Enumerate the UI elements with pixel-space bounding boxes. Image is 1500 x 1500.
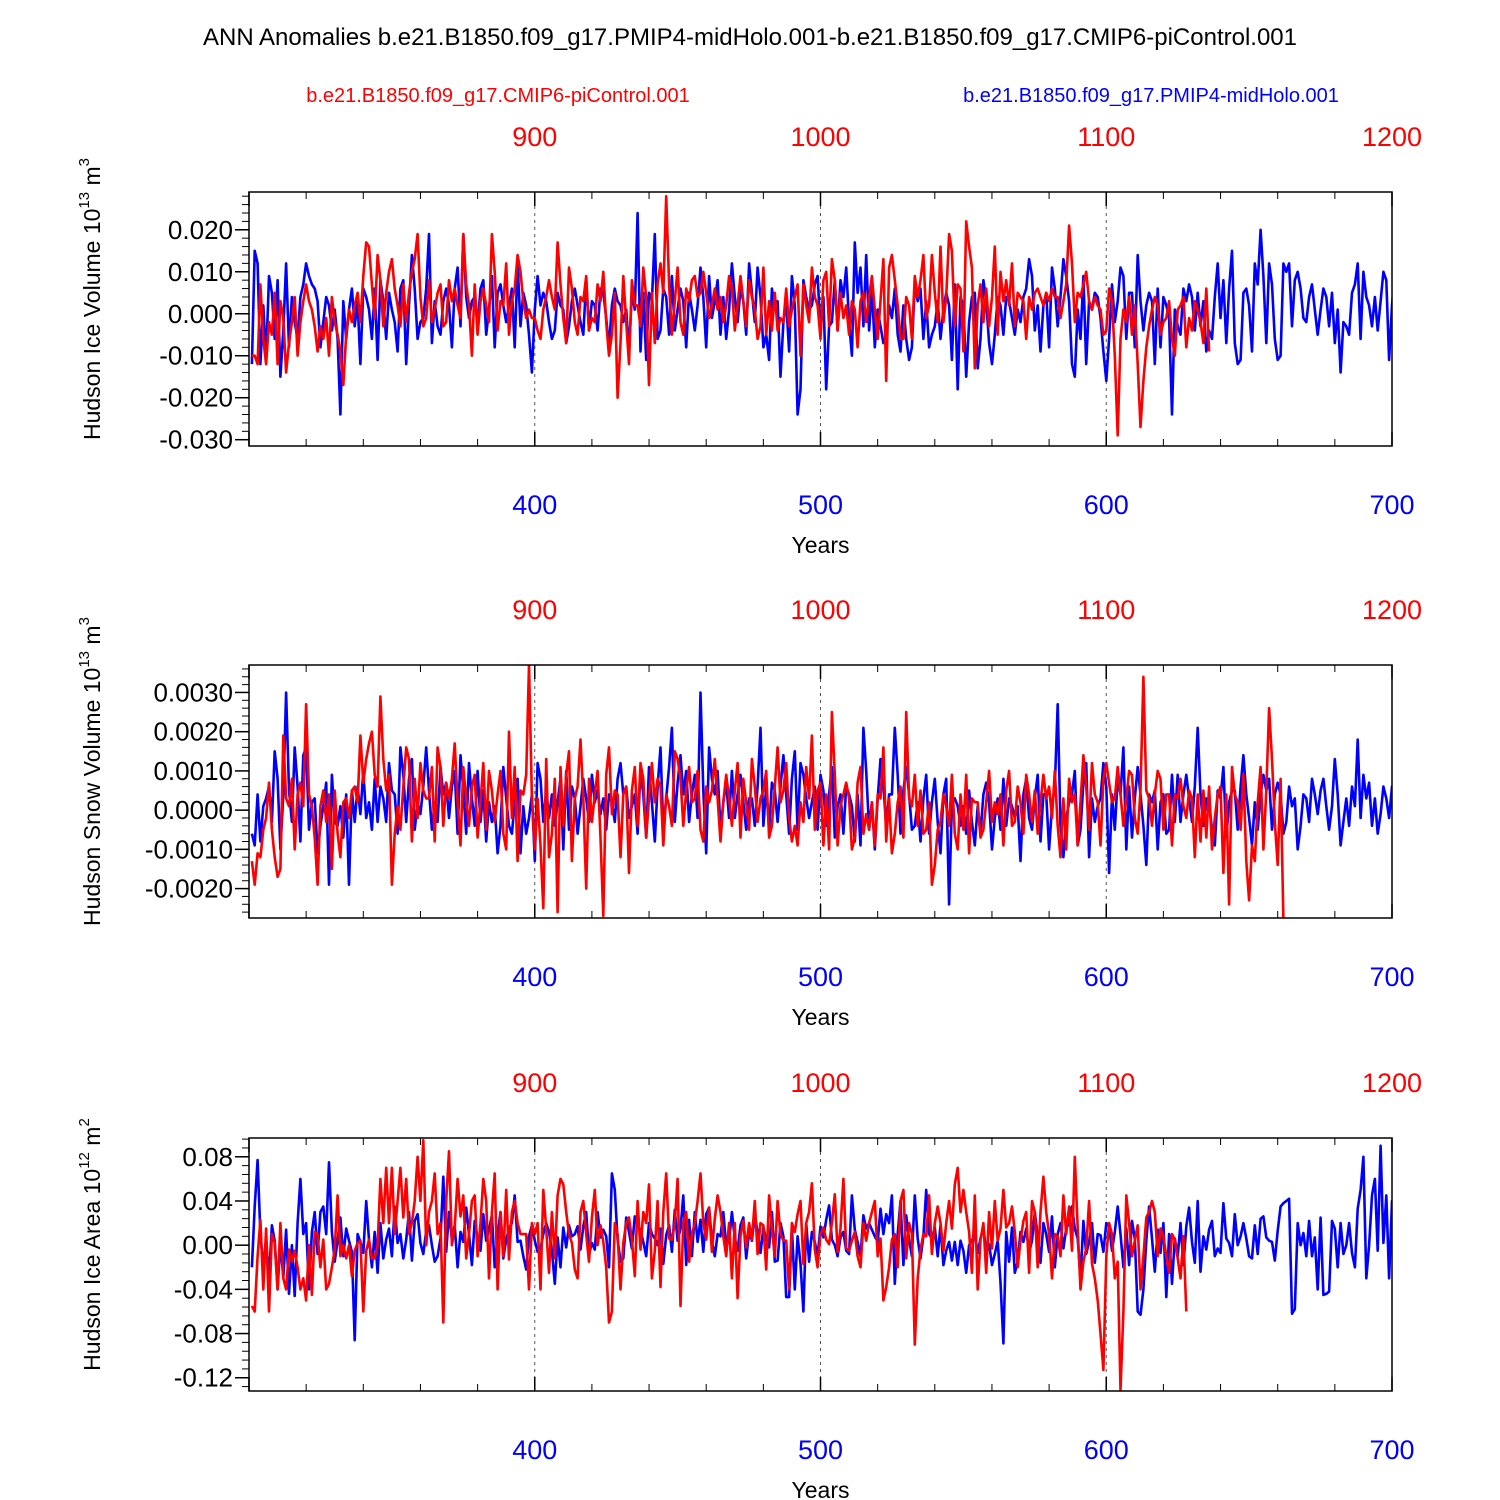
series-group	[250, 194, 1392, 437]
x-tick-label-top: 1000	[790, 1068, 850, 1098]
x-tick-label-top: 900	[512, 595, 557, 625]
legend-midholo-label: b.e21.B1850.f09_g17.PMIP4-midHolo.001	[963, 85, 1339, 107]
y-axis-label: Hudson Snow Volume 1013 m3	[76, 617, 105, 926]
y-tick-label: -0.08	[174, 1319, 233, 1349]
x-axis-label: Years	[792, 1004, 850, 1030]
y-tick-label: -0.030	[159, 425, 233, 455]
y-tick-label: 0.010	[168, 257, 233, 287]
y-tick-label: 0.0010	[153, 756, 233, 786]
panel-snow-volume: -0.0020 -0.0010 0.0000 0.0010 0.0020 0.0030 40…	[76, 595, 1422, 1030]
panel-ice-volume: -0.030 -0.020 -0.010 0.000 0.010 0.020 400 500 6…	[76, 122, 1422, 558]
x-tick-label-bottom: 600	[1084, 962, 1129, 992]
x-tick-label-top: 1200	[1362, 1068, 1422, 1098]
x-tick-label-top: 1100	[1077, 1068, 1135, 1098]
x-tick-label-top: 1100	[1077, 595, 1135, 625]
x-tick-label-bottom: 400	[512, 1435, 557, 1465]
y-tick-label: 0.00	[182, 1230, 233, 1260]
y-tick-label: 0.000	[168, 299, 233, 329]
x-tick-label-bottom: 500	[798, 490, 843, 520]
x-tick-label-bottom: 600	[1084, 1435, 1129, 1465]
x-tick-label-bottom: 700	[1369, 962, 1414, 992]
y-tick-label: -0.04	[174, 1274, 233, 1304]
x-axis-label: Years	[792, 532, 850, 558]
series-control-line	[250, 1138, 1188, 1391]
y-tick-label: -0.0020	[145, 874, 233, 904]
series-control-line	[250, 665, 1285, 918]
x-tick-label-bottom: 600	[1084, 490, 1129, 520]
series-midholo-line	[250, 211, 1392, 416]
x-tick-label-bottom: 700	[1369, 490, 1414, 520]
y-axis-label: Hudson Ice Area 1012 m2	[76, 1118, 105, 1371]
x-tick-label-bottom: 400	[512, 962, 557, 992]
y-axis-label: Hudson Ice Volume 1013 m3	[76, 158, 105, 440]
y-tick-label: 0.04	[182, 1186, 233, 1216]
y-tick-label: 0.0020	[153, 717, 233, 747]
y-tick-label: 0.020	[168, 215, 233, 245]
x-tick-label-top: 1000	[790, 122, 850, 152]
x-tick-label-top: 900	[512, 1068, 557, 1098]
panel-ice-area: -0.12 -0.08 -0.04 0.00 0.04 0.08 400 500 600 700 9…	[76, 1068, 1422, 1500]
y-tick-label: 0.0030	[153, 677, 233, 707]
legend-control-label: b.e21.B1850.f09_g17.CMIP6-piControl.001	[306, 85, 690, 107]
y-tick-label: 0.0000	[153, 795, 233, 825]
x-tick-label-bottom: 500	[798, 962, 843, 992]
y-tick-label: -0.0010	[145, 834, 233, 864]
series-control-line	[251, 194, 1211, 437]
series-group	[250, 1138, 1392, 1391]
x-axis-label: Years	[792, 1477, 850, 1500]
y-tick-label: -0.010	[159, 341, 233, 371]
figure-title: ANN Anomalies b.e21.B1850.f09_g17.PMIP4-…	[203, 24, 1297, 51]
y-tick-label: -0.12	[174, 1363, 233, 1393]
y-tick-label: -0.020	[159, 383, 233, 413]
x-tick-label-bottom: 400	[512, 490, 557, 520]
x-tick-label-top: 1000	[790, 595, 850, 625]
x-tick-label-top: 1100	[1077, 122, 1135, 152]
x-tick-label-top: 900	[512, 122, 557, 152]
series-group	[250, 665, 1392, 918]
x-tick-label-top: 1200	[1362, 122, 1422, 152]
y-tick-label: 0.08	[182, 1142, 233, 1172]
panels-group: -0.030 -0.020 -0.010 0.000 0.010 0.020 400 500 6…	[76, 122, 1422, 1500]
x-tick-label-top: 1200	[1362, 595, 1422, 625]
x-tick-label-bottom: 500	[798, 1435, 843, 1465]
x-tick-label-bottom: 700	[1369, 1435, 1414, 1465]
